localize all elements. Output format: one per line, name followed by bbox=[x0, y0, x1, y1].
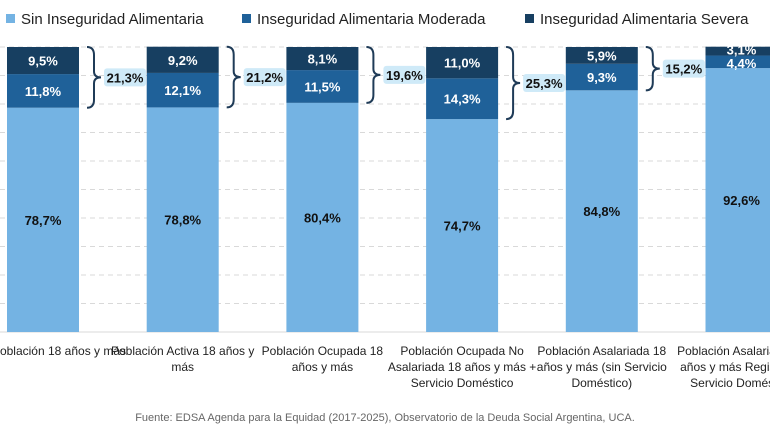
total-label: 21,3% bbox=[107, 70, 144, 85]
total-badge bbox=[243, 68, 286, 87]
data-label: 74,7% bbox=[444, 219, 481, 234]
bar-stack: 92,6% 4,4%3,1% bbox=[705, 43, 770, 332]
data-label: 84,8% bbox=[583, 204, 620, 219]
bar-segment bbox=[146, 107, 219, 332]
bar-segment bbox=[705, 68, 770, 332]
category-label: Población Ocupada No Asalariada 18 años y… bbox=[388, 344, 536, 390]
category-label: Población Activa 18 años y más bbox=[111, 344, 254, 374]
bar-stack: 84,8% 9,3% 5,9% 15,2% bbox=[565, 46, 705, 332]
category-label-line: Población 18 años y más bbox=[0, 344, 126, 358]
category-label-line: años y más (sin Servicio bbox=[537, 360, 667, 374]
data-label: 80,4% bbox=[304, 210, 341, 225]
bracket bbox=[226, 45, 241, 109]
legend: Sin Inseguridad Alimentaria Inseguridad A… bbox=[6, 11, 749, 28]
total-label: 15,2% bbox=[665, 62, 702, 77]
category-label: Población Ocupada 18 años y más bbox=[262, 344, 384, 374]
data-label: 3,1% bbox=[727, 43, 757, 58]
category-label-line: más bbox=[171, 360, 194, 374]
gridlines bbox=[0, 46, 770, 333]
category-label-line: años y más Registrada bbox=[680, 360, 770, 374]
data-label: 9,2% bbox=[168, 53, 198, 68]
legend-label: Inseguridad Alimentaria Severa bbox=[540, 11, 749, 28]
category-label-line: Población Asalariada 18 bbox=[677, 344, 770, 358]
bar-stack: 78,8% 12,1% 9,2% 21,2% bbox=[146, 45, 286, 332]
data-label: 12,1% bbox=[164, 83, 201, 98]
bar-segment bbox=[286, 47, 359, 71]
total-label: 19,6% bbox=[386, 68, 423, 83]
category-label-line: Doméstico) bbox=[571, 376, 632, 390]
bars: 78,7%11,8%9,5%21,3%78,8%12,1%9,2%21,2%80… bbox=[7, 43, 770, 332]
bar-segment bbox=[705, 46, 770, 56]
data-label: 9,5% bbox=[28, 54, 58, 69]
legend-item: Inseguridad Alimentaria Moderada bbox=[242, 11, 486, 28]
category-label-line: Servicio Doméstico bbox=[690, 376, 770, 390]
bar-segment bbox=[7, 74, 79, 108]
category-label-line: Asalariada 18 años y más + bbox=[388, 360, 536, 374]
bar-segment bbox=[565, 63, 638, 91]
legend-swatch bbox=[242, 14, 251, 23]
source-note: Fuente: EDSA Agenda para la Equidad (201… bbox=[135, 412, 635, 424]
data-label: 78,7% bbox=[25, 213, 62, 228]
legend-swatch bbox=[6, 14, 15, 23]
category-label-line: Servicio Doméstico bbox=[411, 376, 514, 390]
data-label: 5,9% bbox=[587, 48, 617, 63]
data-label: 4,4% bbox=[727, 56, 757, 71]
bracket bbox=[506, 46, 521, 121]
bar-stack: 78,7% 11,8% 9,5% 21,3% bbox=[7, 46, 146, 332]
bar-segment bbox=[286, 102, 359, 332]
data-label: 11,8% bbox=[25, 84, 62, 99]
data-label: 78,8% bbox=[164, 213, 201, 228]
category-label: Población 18 años y más bbox=[0, 344, 126, 358]
bar-segment bbox=[426, 78, 499, 120]
bar-segment bbox=[286, 70, 359, 103]
bar-segment bbox=[705, 55, 770, 69]
total-badge bbox=[383, 65, 426, 84]
bar-stack: 80,4% 11,5% 8,1% 19,6% bbox=[286, 46, 426, 332]
bar-segment bbox=[7, 47, 79, 75]
category-label-line: Población Asalariada 18 bbox=[537, 344, 666, 358]
category-label: Población Asalariada 18 años y más Regist… bbox=[677, 344, 770, 390]
bar-segment bbox=[146, 46, 219, 73]
data-label: 11,0% bbox=[444, 56, 481, 71]
total-label: 25,3% bbox=[526, 76, 563, 91]
legend-swatch bbox=[525, 14, 534, 23]
category-label: Población Asalariada 18 años y más (sin S… bbox=[537, 344, 667, 390]
data-label: 11,5% bbox=[304, 79, 341, 94]
bar-segment bbox=[7, 107, 79, 332]
legend-label: Inseguridad Alimentaria Moderada bbox=[257, 11, 486, 28]
data-label: 14,3% bbox=[444, 92, 481, 107]
data-label: 8,1% bbox=[308, 52, 338, 67]
bracket bbox=[366, 46, 381, 104]
category-label-line: años y más bbox=[292, 360, 353, 374]
legend-item: Inseguridad Alimentaria Severa bbox=[525, 11, 749, 28]
legend-item: Sin Inseguridad Alimentaria bbox=[6, 11, 204, 28]
total-label: 21,2% bbox=[246, 70, 283, 85]
bar-segment bbox=[426, 119, 499, 332]
legend-label: Sin Inseguridad Alimentaria bbox=[21, 11, 204, 28]
bar-segment bbox=[146, 72, 219, 108]
bracket bbox=[86, 46, 102, 109]
data-label: 9,3% bbox=[587, 70, 617, 85]
bar-segment bbox=[565, 90, 638, 332]
bar-segment bbox=[565, 47, 638, 64]
total-badge bbox=[662, 59, 705, 78]
bracket bbox=[645, 46, 660, 92]
category-label-line: Población Ocupada No bbox=[400, 344, 524, 358]
total-badge bbox=[523, 74, 566, 93]
bar-segment bbox=[426, 47, 499, 79]
bar-stack: 74,7% 14,3% 11,0% 25,3% bbox=[426, 46, 566, 332]
category-label-line: Población Ocupada 18 bbox=[262, 344, 384, 358]
total-badge bbox=[104, 68, 146, 87]
data-label: 92,6% bbox=[723, 193, 760, 208]
category-label-line: Población Activa 18 años y bbox=[111, 344, 254, 358]
